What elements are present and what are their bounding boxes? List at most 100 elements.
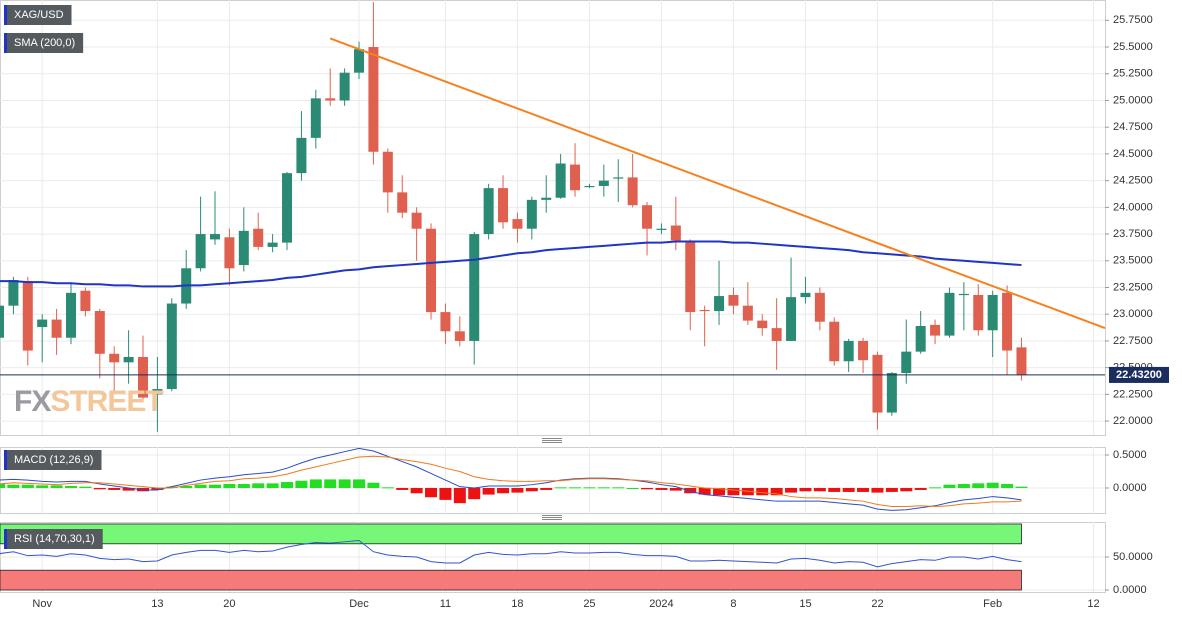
candle-body <box>1016 347 1027 376</box>
plot-area <box>0 0 1105 435</box>
histogram-bar <box>1015 486 1028 488</box>
histogram-bar <box>583 487 596 489</box>
legend-marker <box>4 5 7 25</box>
y-tick-label: 23.2500 <box>1113 281 1153 293</box>
histogram-bar <box>367 482 380 488</box>
candle-body <box>786 297 797 341</box>
panel-frame <box>0 0 1106 436</box>
panel: 0.5000 0.0000 MACD (12,26,9) <box>0 447 1147 514</box>
histogram-bar <box>554 487 567 489</box>
candle-body <box>310 98 321 138</box>
panel: 22.000022.250022.500022.750023.000023.25… <box>0 0 1169 436</box>
histogram-bar <box>914 487 927 490</box>
x-tick-label: 11 <box>440 598 451 610</box>
histogram-bar <box>281 482 294 488</box>
y-tick-label: 25.2500 <box>1113 68 1153 80</box>
histogram-bar <box>151 487 164 490</box>
trendline <box>329 37 1105 330</box>
y-tick-label: 0.0000 <box>1113 584 1147 596</box>
candle-body <box>584 185 595 188</box>
histogram-bar <box>1001 484 1014 488</box>
histogram-bar <box>641 487 654 490</box>
candle-body <box>670 225 681 241</box>
x-tick-label: 8 <box>730 598 736 610</box>
indicator-line <box>0 447 1022 511</box>
histogram-bar <box>7 484 20 488</box>
candle-body <box>253 228 264 247</box>
indicator-line <box>0 455 1022 507</box>
histogram-bar <box>986 482 999 488</box>
histogram-bar <box>338 479 351 488</box>
candle-body <box>37 319 48 328</box>
candle-body <box>541 197 552 200</box>
histogram-bar <box>439 487 452 500</box>
x-tick-label: 2024 <box>649 598 673 610</box>
histogram-bar <box>785 487 798 493</box>
panel: 50.0000 0.0000 RSI (14,70,30,1) <box>0 522 1153 596</box>
candle-body <box>944 292 955 336</box>
y-tick-label: 24.5000 <box>1113 148 1153 160</box>
candle-body <box>22 281 33 351</box>
y-tick-label: 23.7500 <box>1113 228 1153 240</box>
candle-body <box>354 49 365 73</box>
candle-body <box>973 294 984 331</box>
candle-body <box>325 98 336 101</box>
candle-body <box>800 292 811 298</box>
histogram-bar <box>943 484 956 488</box>
watermark-part: FX <box>14 385 51 418</box>
histogram-bar <box>929 487 942 489</box>
histogram-bar <box>799 487 812 492</box>
candle-body <box>411 212 422 229</box>
candle-body <box>757 320 768 329</box>
candle-body <box>613 177 624 179</box>
candle-body <box>526 199 537 229</box>
y-tick-label: 0.5000 <box>1113 449 1147 461</box>
y-tick-label: 24.7500 <box>1113 121 1153 133</box>
plot-area <box>0 522 1105 592</box>
candle-body <box>426 228 437 313</box>
last-price-label: 22.43200 <box>1116 369 1162 381</box>
histogram-bar <box>453 487 466 504</box>
y-tick-label: 22.0000 <box>1113 415 1153 427</box>
histogram-bar <box>295 480 308 488</box>
histogram-bar <box>626 487 639 489</box>
histogram-bar <box>569 487 582 489</box>
candle-body <box>238 230 249 266</box>
x-tick-label: Nov <box>32 598 52 610</box>
histogram-bar <box>180 486 193 488</box>
panel-frame <box>0 447 1106 514</box>
legend-label: MACD (12,26,9) <box>14 454 93 466</box>
candle-body <box>51 319 62 338</box>
histogram-bar <box>612 487 625 489</box>
histogram-bar <box>713 487 726 496</box>
histogram-bar <box>684 487 697 494</box>
last-price-box <box>1109 366 1169 383</box>
x-tick-label: 22 <box>871 598 883 610</box>
y-tick-label: 25.7500 <box>1113 14 1153 26</box>
x-tick-label: Feb <box>983 598 1002 610</box>
candle-body <box>714 296 725 312</box>
panel-grip[interactable] <box>542 438 562 520</box>
candle-body <box>0 305 4 338</box>
histogram-bar <box>497 487 510 494</box>
histogram-bar <box>209 484 222 488</box>
y-tick-label: 25.5000 <box>1113 41 1153 53</box>
histogram-bar <box>223 484 236 488</box>
candle-body <box>771 328 782 341</box>
legend-box <box>4 33 84 53</box>
y-tick-label: 24.0000 <box>1113 201 1153 213</box>
y-tick-label: 25.0000 <box>1113 94 1153 106</box>
histogram-bar <box>828 487 841 492</box>
candle-body <box>930 324 941 336</box>
histogram-bar <box>381 487 394 489</box>
candle-body <box>872 354 883 413</box>
candle-body <box>339 72 350 101</box>
candle-body <box>843 340 854 362</box>
candle-body <box>570 164 581 191</box>
candle-body <box>858 340 869 361</box>
histogram-bar <box>770 487 783 496</box>
histogram-bar <box>93 487 106 490</box>
histogram-bar <box>972 483 985 488</box>
candle-body <box>685 240 696 313</box>
x-tick-label: 18 <box>511 598 523 610</box>
